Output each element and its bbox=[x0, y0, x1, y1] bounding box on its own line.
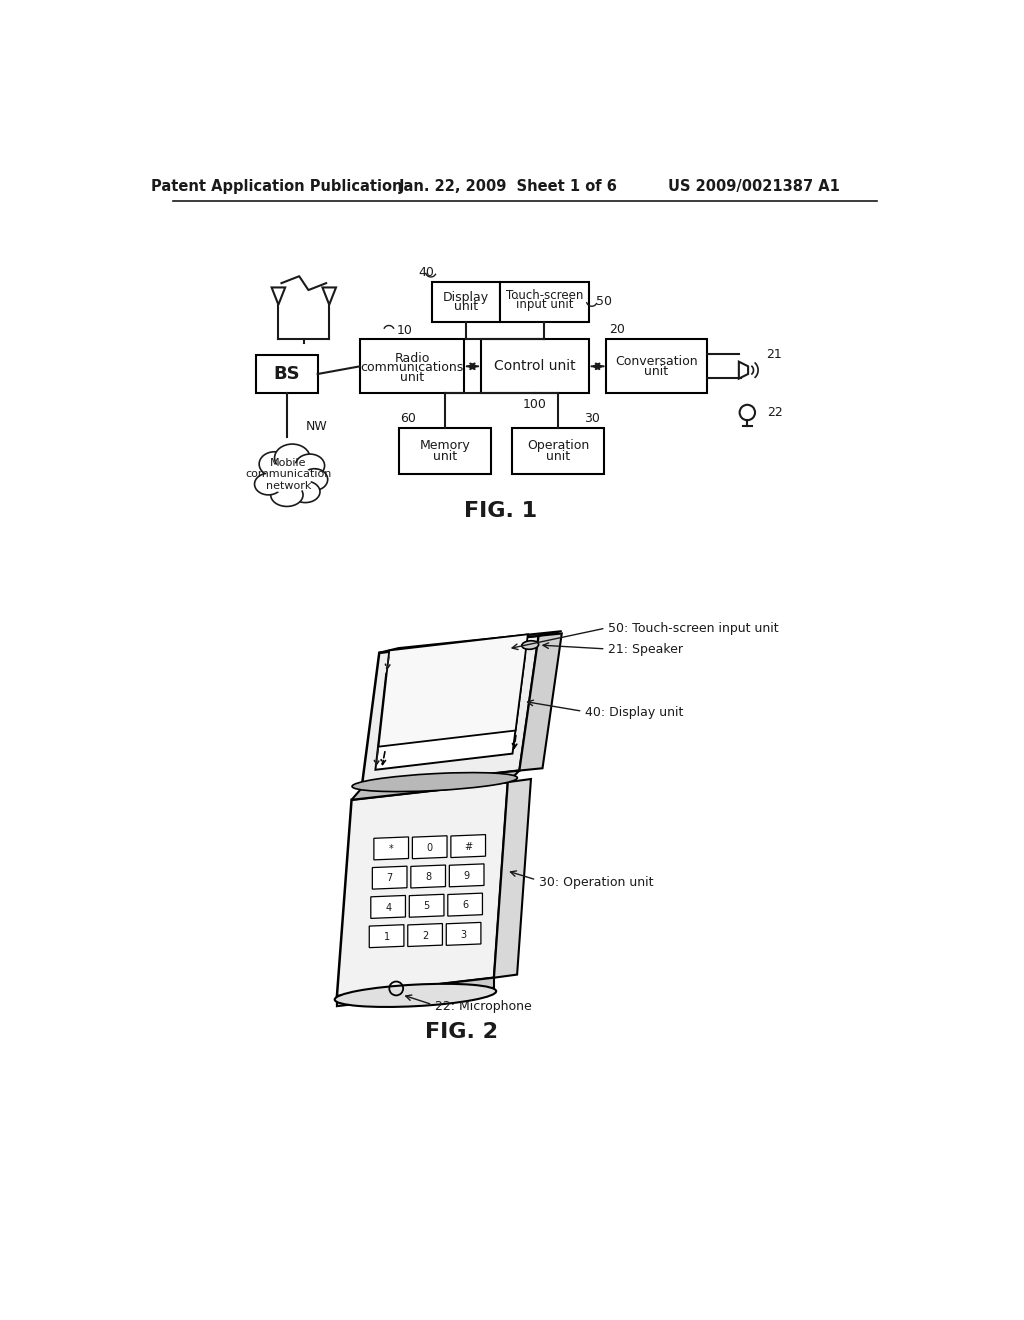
Text: NW: NW bbox=[306, 420, 328, 433]
Bar bbox=[432, 281, 500, 322]
Polygon shape bbox=[450, 863, 484, 887]
Text: 50: Touch-screen input unit: 50: Touch-screen input unit bbox=[608, 622, 778, 635]
Text: Display: Display bbox=[443, 290, 489, 304]
Polygon shape bbox=[408, 924, 442, 946]
Polygon shape bbox=[379, 635, 528, 747]
Polygon shape bbox=[494, 779, 531, 978]
Text: Mobile
communication
network: Mobile communication network bbox=[245, 458, 332, 491]
Text: 4: 4 bbox=[385, 903, 391, 912]
Text: 6: 6 bbox=[462, 900, 468, 911]
Text: 40: 40 bbox=[418, 265, 434, 279]
Text: US 2009/0021387 A1: US 2009/0021387 A1 bbox=[669, 180, 841, 194]
Polygon shape bbox=[446, 923, 481, 945]
Bar bbox=[398, 428, 490, 474]
Text: Touch-screen: Touch-screen bbox=[506, 289, 583, 302]
Polygon shape bbox=[361, 636, 539, 788]
Bar bbox=[606, 339, 707, 393]
Ellipse shape bbox=[265, 462, 311, 494]
Text: 30: Operation unit: 30: Operation unit bbox=[539, 875, 653, 888]
Text: 0: 0 bbox=[427, 843, 433, 853]
Text: communications: communications bbox=[360, 362, 464, 375]
Text: unit: unit bbox=[455, 300, 478, 313]
Text: unit: unit bbox=[433, 450, 457, 463]
Text: Operation: Operation bbox=[526, 440, 589, 453]
Polygon shape bbox=[410, 894, 444, 917]
Ellipse shape bbox=[301, 469, 328, 490]
Polygon shape bbox=[374, 837, 409, 859]
Ellipse shape bbox=[295, 454, 325, 478]
Text: 7: 7 bbox=[386, 874, 393, 883]
Text: input unit: input unit bbox=[516, 298, 573, 312]
Text: Radio: Radio bbox=[394, 352, 430, 366]
Text: 21: 21 bbox=[767, 348, 782, 362]
Text: 60: 60 bbox=[399, 412, 416, 425]
Text: FIG. 2: FIG. 2 bbox=[425, 1023, 498, 1043]
Text: Patent Application Publication: Patent Application Publication bbox=[152, 180, 402, 194]
Text: 30: 30 bbox=[584, 412, 600, 425]
Bar bbox=[512, 428, 604, 474]
Text: unit: unit bbox=[546, 450, 570, 463]
Text: 50: 50 bbox=[596, 296, 612, 308]
Polygon shape bbox=[411, 865, 445, 888]
Text: 5: 5 bbox=[424, 902, 430, 911]
Text: 22: Microphone: 22: Microphone bbox=[435, 1001, 531, 1014]
Text: #: # bbox=[464, 842, 472, 851]
Text: 100: 100 bbox=[523, 397, 547, 411]
Text: 21: Speaker: 21: Speaker bbox=[608, 643, 683, 656]
Text: *: * bbox=[389, 843, 393, 854]
Ellipse shape bbox=[259, 451, 290, 477]
Polygon shape bbox=[519, 634, 562, 771]
Bar bbox=[360, 339, 464, 393]
Polygon shape bbox=[370, 925, 403, 948]
Ellipse shape bbox=[255, 474, 283, 495]
Bar bbox=[500, 281, 589, 322]
Polygon shape bbox=[373, 866, 407, 890]
Polygon shape bbox=[371, 895, 406, 919]
Text: unit: unit bbox=[644, 366, 669, 379]
Polygon shape bbox=[413, 836, 447, 859]
Text: 20: 20 bbox=[609, 323, 625, 335]
Bar bbox=[481, 339, 589, 393]
Text: 40: Display unit: 40: Display unit bbox=[585, 706, 683, 719]
Polygon shape bbox=[451, 834, 485, 858]
Text: unit: unit bbox=[400, 371, 424, 384]
Text: 8: 8 bbox=[425, 873, 431, 882]
Bar bbox=[256, 355, 317, 393]
Text: 1: 1 bbox=[384, 932, 390, 942]
Polygon shape bbox=[351, 771, 519, 800]
Text: Control unit: Control unit bbox=[494, 359, 575, 374]
Ellipse shape bbox=[270, 483, 303, 507]
Polygon shape bbox=[379, 631, 562, 653]
Text: FIG. 1: FIG. 1 bbox=[464, 502, 537, 521]
Polygon shape bbox=[376, 657, 524, 770]
Polygon shape bbox=[447, 894, 482, 916]
Text: BS: BS bbox=[273, 366, 300, 383]
Text: Conversation: Conversation bbox=[615, 355, 697, 368]
Text: Jan. 22, 2009  Sheet 1 of 6: Jan. 22, 2009 Sheet 1 of 6 bbox=[398, 180, 617, 194]
Text: 2: 2 bbox=[422, 931, 428, 941]
Ellipse shape bbox=[352, 772, 517, 792]
Polygon shape bbox=[337, 781, 508, 997]
Ellipse shape bbox=[522, 640, 539, 649]
Text: Memory: Memory bbox=[420, 440, 470, 453]
Text: 22: 22 bbox=[767, 407, 783, 418]
Ellipse shape bbox=[274, 444, 310, 471]
Ellipse shape bbox=[291, 480, 319, 503]
Text: 9: 9 bbox=[464, 871, 470, 880]
Ellipse shape bbox=[335, 983, 497, 1007]
Text: 3: 3 bbox=[461, 929, 467, 940]
Polygon shape bbox=[337, 978, 494, 1006]
Text: 10: 10 bbox=[396, 323, 413, 337]
